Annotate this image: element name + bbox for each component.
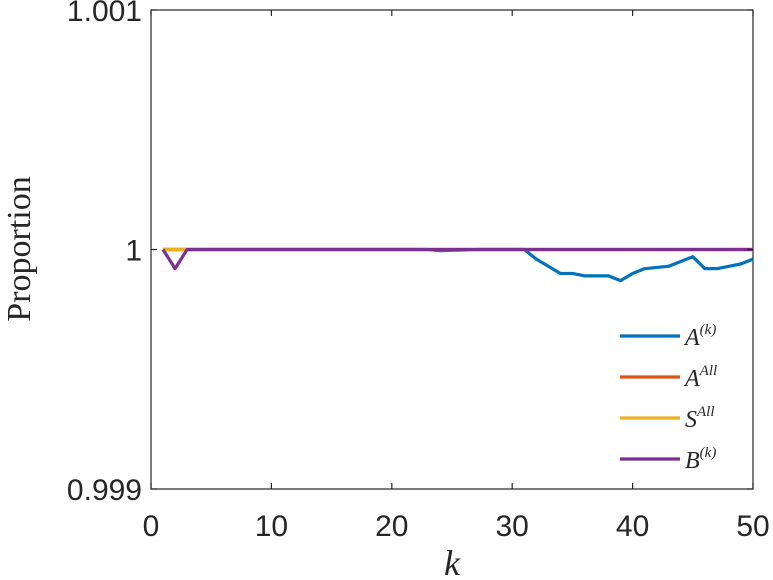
x-tick-label: 0 (143, 510, 160, 543)
tick-layer: 0 10 20 30 40 50 0.999 1 1.001 (67, 0, 770, 543)
legend-label-2: SAll (685, 404, 715, 433)
y-tick-label: 1 (125, 235, 142, 268)
series-layer (161, 247, 754, 283)
legend-label-1: AAll (683, 363, 717, 392)
x-tick-label: 20 (375, 510, 408, 543)
x-tick-label: 50 (736, 510, 769, 543)
legend-label-0: A(k) (683, 322, 716, 351)
legend: A(k) AAll SAll B(k) (620, 322, 717, 474)
x-axis-label: k (444, 543, 461, 580)
y-tick-label: 0.999 (67, 474, 142, 507)
y-axis-label: Proportion (1, 176, 38, 321)
series-line-3 (161, 247, 753, 271)
y-tick-label: 1.001 (67, 0, 142, 28)
x-tick-label: 30 (496, 510, 529, 543)
legend-label-3: B(k) (685, 445, 716, 474)
x-tick-label: 40 (616, 510, 649, 543)
x-tick-label: 10 (255, 510, 288, 543)
